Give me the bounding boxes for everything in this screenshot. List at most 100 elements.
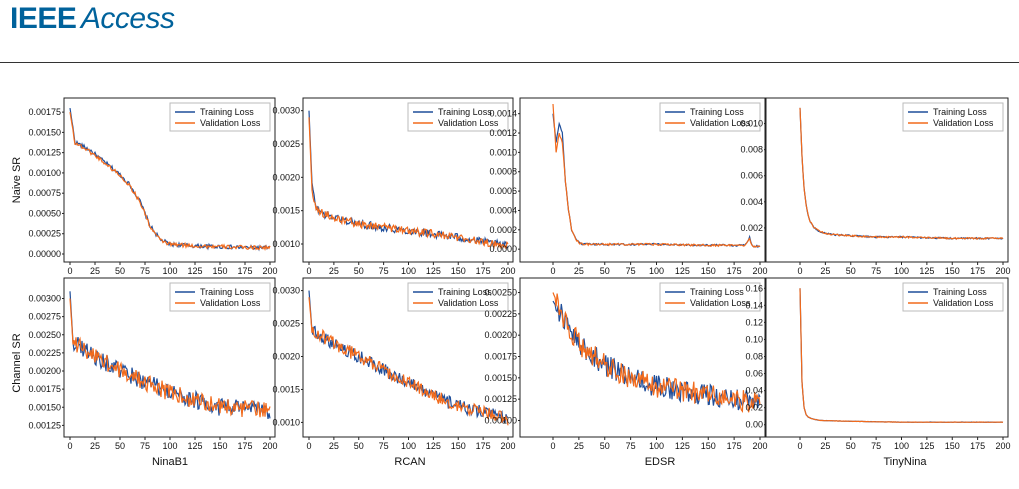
x-tick-label: 25 [820,441,830,451]
x-tick-label: 100 [649,441,664,451]
chart-panel-5: 0 25 50 75 100 125 150 175 200 0.0010 0.0015 0.0020… [272,277,516,451]
legend-label: Training Loss [200,107,254,117]
x-tick-label: 175 [237,441,252,451]
y-tick-label: 0.02 [745,403,763,413]
y-tick-label: 0.00200 [484,330,517,340]
x-tick-label: 200 [995,266,1010,276]
legend-box [169,102,271,132]
y-tick-label: 0.00250 [28,330,61,340]
series-line-validation [552,103,761,248]
legend-label: Validation Loss [933,298,994,308]
x-tick-label: 150 [212,441,227,451]
series-line-validation [799,107,1004,241]
x-tick-label: 150 [945,441,960,451]
chart-panel-7: 0 25 50 75 100 125 150 175 200 0.00 0.02 0.04 0.06 0.… [745,277,1011,451]
y-tick-label: 0.00100 [28,168,61,178]
x-tick-label: 125 [919,441,934,451]
x-tick-label: 200 [500,441,515,451]
y-tick-label: 0.0025 [272,139,300,149]
y-tick-label: 0.010 [740,119,763,129]
x-tick-label: 75 [626,266,636,276]
col-label-ninab1: NinaB1 [152,456,188,468]
series-line-validation [799,288,1004,423]
x-tick-label: 100 [162,266,177,276]
legend-box [659,282,761,312]
x-tick-label: 200 [262,266,277,276]
y-tick-label: 0.0006 [489,186,517,196]
x-tick-label: 75 [140,266,150,276]
x-tick-label: 25 [90,266,100,276]
y-tick-label: 0.0004 [489,205,517,215]
y-tick-label: 0.0000 [489,244,517,254]
x-tick-label: 150 [212,266,227,276]
journal-name-ieee: IEEE [10,2,77,35]
journal-name-access: Access [80,2,175,35]
y-tick-label: 0.00025 [28,229,61,239]
legend-label: Validation Loss [438,298,499,308]
series-line-validation [308,297,509,426]
legend-label: Validation Loss [933,118,994,128]
x-tick-label: 75 [379,441,389,451]
row-label-naive: Naive SR [11,157,23,204]
x-tick-label: 0 [306,266,311,276]
x-tick-label: 50 [846,266,856,276]
x-tick-label: 75 [140,441,150,451]
legend-label: Validation Loss [200,298,261,308]
legend-box [659,102,761,132]
y-tick-label: 0.0030 [272,106,300,116]
col-label-edsr: EDSR [645,456,676,468]
x-tick-label: 200 [995,441,1010,451]
x-tick-label: 125 [675,266,690,276]
y-tick-label: 0.0012 [489,128,517,138]
y-tick-label: 0.00050 [28,208,61,218]
y-tick-label: 0.06 [745,369,763,379]
x-tick-label: 175 [476,266,491,276]
legend-label: Validation Loss [438,118,499,128]
x-tick-label: 175 [237,266,252,276]
legend-box [169,282,271,312]
x-tick-label: 100 [162,441,177,451]
x-tick-label: 50 [600,266,610,276]
x-tick-label: 25 [90,441,100,451]
legend-box [407,102,509,132]
y-tick-label: 0.04 [745,386,763,396]
series-line-validation [552,292,761,413]
x-tick-label: 25 [574,441,584,451]
legend-box [902,102,1004,132]
col-label-rcan: RCAN [394,456,425,468]
y-tick-label: 0.0030 [272,286,300,296]
x-tick-label: 200 [752,266,767,276]
legend-label: Training Loss [933,287,987,297]
legend-label: Validation Loss [200,118,261,128]
x-tick-label: 150 [945,266,960,276]
x-tick-label: 0 [550,266,555,276]
x-tick-label: 75 [871,441,881,451]
y-tick-label: 0.0010 [272,239,300,249]
y-tick-label: 0.08 [745,352,763,362]
x-tick-label: 125 [919,266,934,276]
chart-panel-4: 0 25 50 75 100 125 150 175 200 0.00125 0.00150 0.00… [28,277,278,451]
x-tick-label: 125 [187,266,202,276]
y-tick-label: 0.0002 [489,225,517,235]
x-tick-label: 50 [354,441,364,451]
x-tick-label: 100 [894,266,909,276]
x-tick-label: 125 [426,441,441,451]
y-tick-label: 0.00150 [484,373,517,383]
x-tick-label: 150 [701,441,716,451]
x-tick-label: 0 [797,441,802,451]
y-tick-label: 0.00300 [28,294,61,304]
y-tick-label: 0.0010 [489,147,517,157]
x-tick-label: 25 [820,266,830,276]
y-tick-label: 0.00150 [28,402,61,412]
y-tick-label: 0.0020 [272,352,300,362]
legend-label: Training Loss [438,107,492,117]
y-tick-label: 0.0010 [272,417,300,427]
y-tick-label: 0.00150 [28,127,61,137]
x-tick-label: 0 [306,441,311,451]
legend-label: Training Loss [933,107,987,117]
x-tick-label: 175 [970,266,985,276]
x-tick-label: 175 [970,441,985,451]
x-tick-label: 200 [262,441,277,451]
y-tick-label: 0.0014 [489,109,517,119]
